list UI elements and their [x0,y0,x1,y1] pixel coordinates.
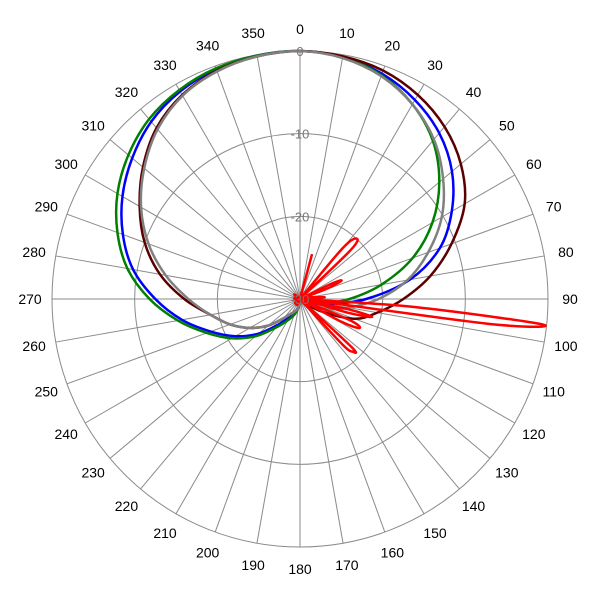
series-layer [114,49,547,354]
grid-spoke [299,65,386,300]
angle-tick-label: 80 [558,244,574,260]
grid-spoke [299,298,460,490]
grid-spoke [109,139,301,300]
angle-tick-label: 10 [339,25,355,41]
angle-tick-label: 90 [562,291,578,307]
angle-tick-label: 70 [546,199,562,215]
grid-spoke [66,213,301,300]
angle-tick-label: 150 [423,525,447,541]
grid-spoke [140,108,301,300]
grid-spoke [299,298,344,544]
grid-spoke [299,139,491,300]
grid-spoke [84,174,301,300]
radial-tick-label: -20 [291,209,310,224]
series-5-line [292,237,547,354]
grid-spoke [299,298,491,459]
angle-tick-label: 140 [462,498,486,514]
angle-tick-label: 170 [335,557,359,573]
angle-tick-label: 250 [35,383,59,399]
grid-spoke [299,298,534,385]
angle-tick-label: 20 [385,37,401,53]
grid-spoke [299,54,344,300]
angle-tick-label: 40 [466,84,482,100]
radial-tick-label: -30 [291,292,310,307]
grid-spoke [299,298,545,343]
angle-tick-label: 260 [22,338,46,354]
angle-tick-label: 330 [153,57,177,73]
grid-spoke [256,54,301,300]
angle-tick-label: 190 [241,557,265,573]
angle-tick-label: 0 [296,21,304,37]
angle-tick-label: 320 [115,84,139,100]
angle-tick-label: 60 [526,156,542,172]
angle-tick-label: 230 [81,465,105,481]
polar-grid [51,50,549,548]
grid-spoke [299,298,425,515]
grid-spoke [140,298,301,490]
grid-spoke [214,65,301,300]
angle-tick-label: 50 [499,117,515,133]
angle-tick-label: 270 [18,291,42,307]
grid-spoke [299,83,425,300]
angle-tick-label: 210 [153,525,177,541]
angle-tick-label: 300 [54,156,78,172]
angle-tick-label: 340 [196,37,220,53]
grid-spoke [175,83,301,300]
grid-spoke [55,255,301,300]
grid-spoke [175,298,301,515]
angle-tick-label: 240 [54,426,78,442]
grid-spoke [299,213,534,300]
angle-tick-label: 160 [381,545,405,561]
angle-tick-label: 290 [35,199,59,215]
angle-tick-label: 280 [22,244,46,260]
angle-tick-label: 120 [522,426,546,442]
radial-tick-label: 0 [296,44,303,59]
grid-spoke [299,174,516,300]
angle-tick-label: 180 [288,561,312,577]
grid-spoke [214,298,301,533]
angle-tick-label: 310 [81,117,105,133]
grid-spoke [299,255,545,300]
radial-tick-label: -10 [291,127,310,142]
grid-spoke [66,298,301,385]
angle-tick-label: 30 [427,57,443,73]
grid-spoke [256,298,301,544]
angle-tick-label: 110 [543,383,566,399]
angle-tick-label: 100 [554,338,578,354]
angle-tick-label: 200 [196,545,220,561]
grid-spoke [84,298,301,424]
grid-spoke [299,298,386,533]
angle-tick-label: 220 [115,498,139,514]
angle-tick-label: 350 [241,25,265,41]
tick-labels: 0 10 20 30 40 50 60 70 80 90 100 110 120 130 140 150 160… [18,21,578,577]
angle-tick-label: 130 [495,465,519,481]
